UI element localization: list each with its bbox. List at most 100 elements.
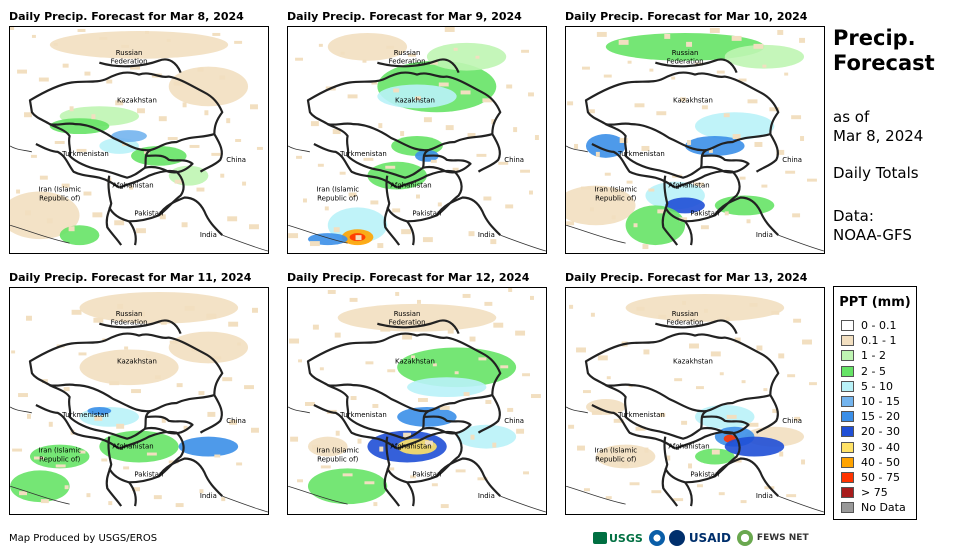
china-label: China	[504, 156, 524, 164]
precip-speckle	[54, 140, 65, 144]
precip-speckle	[39, 175, 48, 180]
precip-speckle	[320, 465, 331, 469]
precip-area	[87, 406, 112, 415]
country-border	[755, 133, 779, 173]
precip-area	[595, 444, 656, 469]
precip-speckle	[725, 316, 730, 321]
precip-area	[426, 42, 507, 71]
precip-speckle	[309, 241, 320, 247]
country-border	[99, 58, 182, 74]
precip-speckle	[701, 105, 708, 110]
precip-speckle	[348, 192, 357, 197]
precip-speckle	[17, 69, 27, 74]
country-border	[661, 175, 679, 246]
precip-speckle	[371, 80, 378, 85]
precip-speckle	[146, 452, 157, 456]
precip-speckle	[484, 301, 493, 306]
country-border	[306, 332, 502, 413]
country-border	[700, 154, 750, 174]
precip-speckle	[444, 27, 455, 32]
precip-speckle	[53, 42, 58, 46]
precip-speckle	[61, 183, 70, 188]
precip-speckle	[237, 342, 242, 346]
precip-speckle	[799, 37, 806, 43]
country-border	[591, 142, 676, 189]
precip-speckle	[132, 487, 140, 492]
precip-speckle	[220, 173, 225, 178]
legend-swatch	[841, 456, 854, 468]
precip-speckle	[482, 98, 493, 103]
precip-speckle	[199, 489, 204, 494]
precip-area	[695, 112, 775, 140]
precip-speckle	[106, 79, 113, 84]
kazakhstan-label: Kazakhstan	[395, 96, 435, 104]
coastline	[10, 145, 268, 252]
precip-speckle	[91, 114, 96, 120]
precip-speckle	[629, 482, 640, 486]
iran-label: Republic of)	[39, 455, 80, 463]
country-border	[422, 415, 472, 435]
russia-label: Russian	[394, 310, 421, 318]
precip-speckle	[709, 27, 720, 33]
precip-speckle	[738, 78, 747, 82]
precip-speckle	[779, 451, 784, 457]
precip-speckle	[46, 218, 53, 224]
precip-speckle	[417, 299, 421, 304]
precip-speckle	[659, 412, 666, 417]
precip-map: Russian Federation Kazakhstan Turkmenistan C…	[9, 287, 269, 515]
precip-area	[99, 138, 139, 154]
legend-item: 15 - 20	[841, 409, 900, 424]
precip-speckle	[410, 475, 417, 479]
precip-speckle	[454, 371, 459, 375]
precip-speckle	[373, 502, 378, 507]
precip-speckle	[204, 110, 209, 116]
precip-speckle	[569, 304, 574, 309]
precip-speckle	[740, 500, 747, 504]
precip-speckle	[680, 97, 687, 102]
legend-item: 20 - 30	[841, 424, 900, 439]
precip-speckle	[137, 108, 145, 114]
iran-label: Republic of)	[317, 455, 358, 463]
precip-speckle	[64, 485, 69, 490]
precip-speckle	[198, 391, 205, 396]
precip-speckle	[139, 311, 145, 317]
precip-speckle	[664, 33, 671, 39]
turkmenistan-label: Turkmenistan	[339, 150, 387, 158]
precip-speckle	[452, 167, 459, 171]
precip-speckle	[228, 321, 239, 327]
precip-map: Russian Federation Kazakhstan Turkmenistan C…	[565, 26, 825, 254]
precip-speckle	[347, 94, 358, 99]
noaa-logo-icon	[648, 530, 665, 546]
precip-speckle	[777, 29, 784, 35]
legend-title: PPT (mm)	[839, 295, 911, 310]
country-border	[664, 169, 741, 223]
precip-speckle	[648, 188, 655, 192]
precip-speckle	[438, 82, 449, 87]
legend-item: 5 - 10	[841, 379, 893, 394]
precip-speckle	[723, 113, 730, 118]
precip-map: Russian Federation Kazakhstan Turkmenistan C…	[287, 26, 547, 254]
precip-speckle	[749, 302, 758, 307]
precip-speckle	[493, 322, 504, 328]
precip-speckle	[731, 35, 742, 41]
precip-speckle	[109, 381, 120, 386]
precip-speckle	[181, 222, 188, 228]
russia-label: Russian	[672, 310, 699, 318]
precip-speckle	[357, 438, 362, 444]
precip-speckle	[295, 57, 304, 61]
precip-map: Russian Federation Kazakhstan Turkmenistan C…	[9, 26, 269, 254]
legend-item: 50 - 75	[841, 470, 900, 485]
precip-area	[625, 293, 785, 322]
legend-label: 10 - 15	[861, 395, 900, 408]
country-border	[383, 436, 401, 507]
precip-speckle	[711, 449, 720, 455]
precip-speckle	[333, 227, 340, 233]
country-border	[313, 403, 398, 450]
precip-speckle	[591, 410, 602, 415]
precip-speckle	[123, 466, 130, 470]
precip-speckle	[771, 310, 780, 315]
precip-speckle	[319, 367, 324, 371]
precip-speckle	[641, 145, 650, 151]
